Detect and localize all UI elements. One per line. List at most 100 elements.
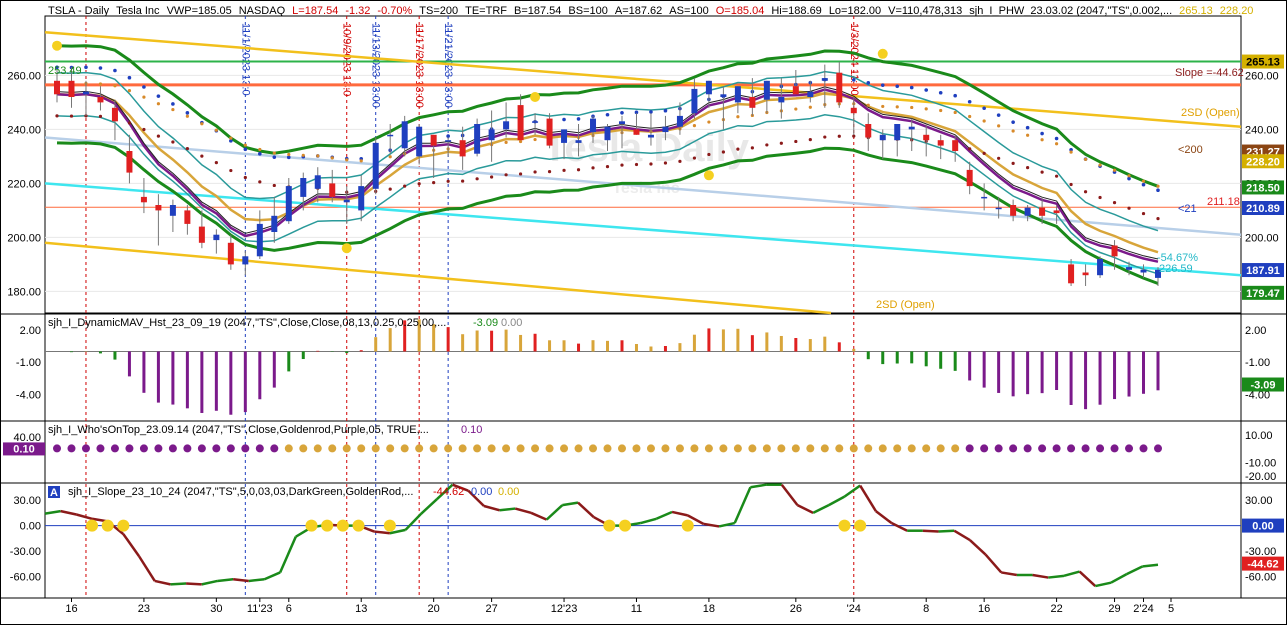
p2-dot bbox=[1125, 444, 1134, 453]
price-tick-right: 200.00 bbox=[1245, 232, 1279, 244]
p1-tick-left: -1.00 bbox=[16, 357, 41, 369]
dot-darkred bbox=[1141, 211, 1146, 216]
p3-slope-seg bbox=[1063, 570, 1080, 578]
dot-orange bbox=[113, 84, 117, 88]
p2-dot bbox=[661, 444, 670, 453]
p3-slope-seg bbox=[217, 578, 234, 583]
time-tick: 26 bbox=[790, 603, 802, 615]
dot-blue bbox=[953, 93, 957, 98]
dot-blue bbox=[1040, 131, 1044, 136]
price-tick-left: 200.00 bbox=[7, 232, 41, 244]
header-bs: BS=100 bbox=[568, 5, 607, 17]
p3-slope-seg bbox=[1095, 581, 1112, 588]
p2-dot bbox=[733, 444, 742, 453]
p3-slope-seg bbox=[1032, 573, 1049, 579]
dot-darkred bbox=[171, 140, 175, 144]
p3-badge[interactable]: A bbox=[50, 487, 58, 499]
dot-darkred bbox=[1112, 201, 1117, 205]
candle-body bbox=[734, 86, 741, 103]
p3-slope-seg bbox=[1126, 565, 1143, 576]
candle-body bbox=[532, 121, 539, 123]
dot-orange bbox=[1011, 129, 1015, 133]
dot-orange bbox=[345, 158, 349, 162]
dot-darkred bbox=[185, 147, 189, 151]
candle-body bbox=[792, 86, 799, 95]
header-name: Tesla Inc bbox=[116, 5, 160, 17]
p2-tick-right: -20.00 bbox=[1245, 471, 1276, 483]
p3-tick-left: -60.00 bbox=[10, 572, 41, 584]
candle-body bbox=[387, 134, 394, 137]
dot-orange bbox=[1141, 179, 1146, 183]
p2-dot bbox=[951, 444, 960, 453]
p2-dot bbox=[893, 444, 902, 453]
p3-marker bbox=[86, 519, 99, 532]
time-tick: 12'23 bbox=[551, 603, 578, 615]
p2-dot bbox=[574, 444, 583, 453]
p3-slope-seg bbox=[750, 483, 767, 489]
dot-orange bbox=[98, 82, 103, 86]
p1-tag-bg bbox=[1242, 377, 1284, 392]
dot-orange bbox=[359, 159, 363, 163]
p2-dot bbox=[762, 444, 771, 453]
price-tag-bg bbox=[1242, 285, 1284, 300]
dot-orange bbox=[1156, 184, 1160, 188]
candle-body bbox=[300, 178, 307, 197]
p2-dot bbox=[820, 444, 829, 453]
p1-tick-right: -1.00 bbox=[1245, 357, 1270, 369]
dot-blue bbox=[171, 102, 175, 106]
time-tick: 22 bbox=[1050, 603, 1062, 615]
p3-v3: 0.00 bbox=[498, 486, 519, 498]
candle-body bbox=[575, 140, 582, 143]
p3-v2: 0.00 bbox=[471, 486, 492, 498]
p3-marker bbox=[603, 519, 616, 532]
p2-dot bbox=[1038, 444, 1047, 453]
header-ts: TS=200 bbox=[419, 5, 458, 17]
p3-slope-seg bbox=[76, 513, 93, 520]
candle-body bbox=[647, 134, 654, 138]
p3-marker bbox=[101, 519, 114, 532]
panel-dynamicmav: 2.00 2.00 -1.00 -1.00 -4.00 -4.00 sjh_I_Dynami… bbox=[16, 317, 1284, 415]
candle-body bbox=[1024, 207, 1031, 216]
dot-blue bbox=[446, 134, 450, 138]
p3-slope-seg bbox=[890, 521, 908, 532]
candle-body bbox=[401, 121, 408, 149]
p2-dot bbox=[110, 444, 119, 453]
dot-darkred bbox=[229, 168, 233, 173]
p2-dot bbox=[1139, 444, 1148, 453]
p2-dot bbox=[284, 444, 293, 453]
dot-darkred bbox=[243, 175, 247, 180]
dot-orange bbox=[997, 124, 1001, 128]
p2-dot bbox=[748, 444, 757, 453]
dot-orange bbox=[968, 114, 972, 119]
dot-orange bbox=[171, 107, 175, 112]
candle-body bbox=[691, 88, 698, 114]
markers bbox=[52, 40, 888, 254]
candle-body bbox=[1010, 205, 1017, 216]
dot-darkred bbox=[1026, 166, 1030, 170]
p3-slope-seg bbox=[1048, 574, 1065, 579]
p1-tick-left: -4.00 bbox=[16, 389, 41, 401]
p3-slope-seg bbox=[60, 509, 77, 516]
dot-blue bbox=[866, 81, 871, 85]
dot-darkred bbox=[620, 163, 624, 167]
price-tags: 265.13231.27228.20218.50210.89187.91179.… bbox=[1242, 54, 1284, 300]
p3-badge-bg[interactable] bbox=[48, 486, 60, 498]
candle-body bbox=[488, 129, 495, 141]
dot-blue bbox=[982, 106, 986, 111]
dot-orange bbox=[388, 155, 392, 159]
dot-darkred bbox=[721, 150, 725, 154]
time-tick: 29 bbox=[1108, 603, 1120, 615]
candle-body bbox=[213, 234, 220, 241]
p2-dot bbox=[980, 444, 989, 453]
time-tick: 27 bbox=[485, 603, 497, 615]
candle-body bbox=[329, 183, 336, 197]
candle-body bbox=[343, 199, 350, 203]
p2-dot bbox=[458, 444, 467, 453]
p3-slope-seg bbox=[420, 498, 438, 515]
dot-darkred bbox=[142, 127, 146, 132]
dot-darkred bbox=[461, 179, 465, 183]
panel-frames bbox=[1, 15, 1287, 599]
marker-dot bbox=[877, 48, 888, 59]
panel-slope: 30.00 0.00 -30.00 -60.00 30.00 0.00 -30.00 -60.… bbox=[10, 483, 1284, 588]
price-tag-bg bbox=[1242, 200, 1284, 215]
